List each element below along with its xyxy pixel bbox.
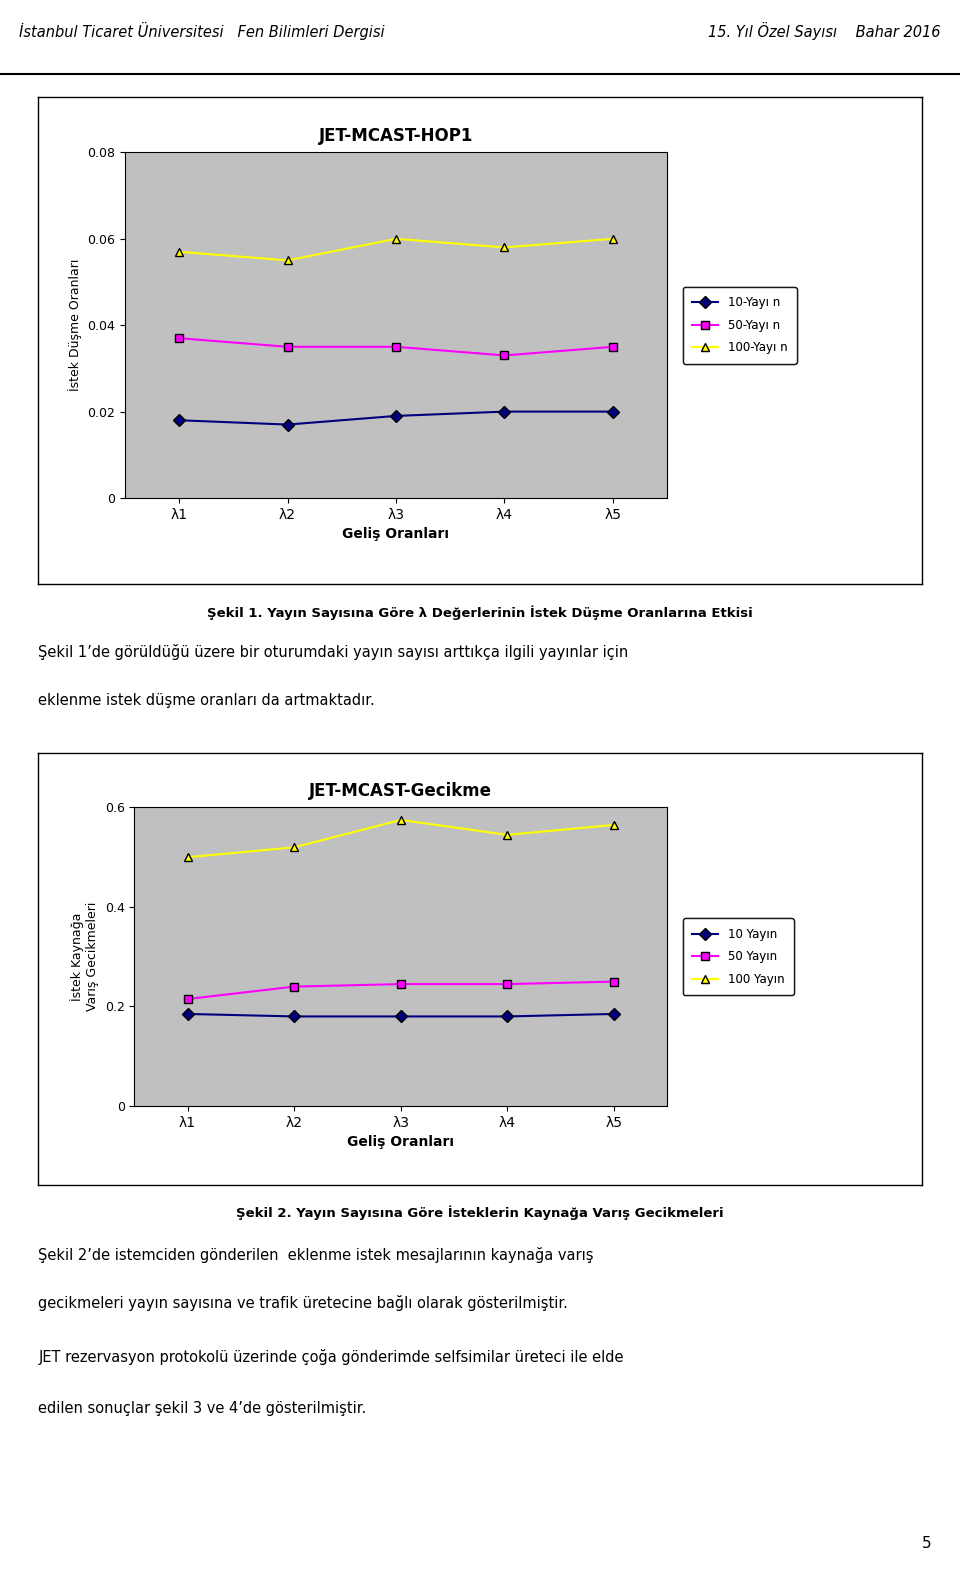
Text: İstanbul Ticaret Üniversitesi   Fen Bilimleri Dergisi: İstanbul Ticaret Üniversitesi Fen Biliml… bbox=[19, 22, 385, 41]
Text: 5: 5 bbox=[922, 1536, 931, 1551]
Text: JET rezervasyon protokolü üzerinde çoğa gönderimde selfsimilar üreteci ile elde: JET rezervasyon protokolü üzerinde çoğa … bbox=[38, 1349, 624, 1365]
Text: eklenme istek düşme oranları da artmaktadır.: eklenme istek düşme oranları da artmakta… bbox=[38, 693, 375, 709]
Text: gecikmeleri yayın sayısına ve trafik üretecine bağlı olarak gösterilmiştir.: gecikmeleri yayın sayısına ve trafik üre… bbox=[38, 1295, 568, 1310]
Legend: 10-Yayı n, 50-Yayı n, 100-Yayı n: 10-Yayı n, 50-Yayı n, 100-Yayı n bbox=[683, 287, 797, 363]
Title: JET-MCAST-HOP1: JET-MCAST-HOP1 bbox=[319, 127, 473, 145]
Text: edilen sonuçlar şekil 3 ve 4’de gösterilmiştir.: edilen sonuçlar şekil 3 ve 4’de gösteril… bbox=[38, 1401, 367, 1417]
Text: 15. Yıl Özel Sayısı    Bahar 2016: 15. Yıl Özel Sayısı Bahar 2016 bbox=[708, 22, 941, 41]
Y-axis label: İstek Kaynağa
Varış Gecikmeleri: İstek Kaynağa Varış Gecikmeleri bbox=[70, 902, 99, 1012]
Text: Şekil 1. Yayın Sayısına Göre λ Değerlerinin İstek Düşme Oranlarına Etkisi: Şekil 1. Yayın Sayısına Göre λ Değerleri… bbox=[207, 605, 753, 621]
X-axis label: Geliş Oranları: Geliş Oranları bbox=[343, 528, 449, 542]
Text: Şekil 2’de istemciden gönderilen  eklenme istek mesajlarının kaynağa varış: Şekil 2’de istemciden gönderilen eklenme… bbox=[38, 1247, 594, 1263]
Text: Şekil 1’de görüldüğü üzere bir oturumdaki yayın sayısı arttıkça ilgili yayınlar : Şekil 1’de görüldüğü üzere bir oturumdak… bbox=[38, 644, 629, 660]
Text: Şekil 2. Yayın Sayısına Göre İsteklerin Kaynağa Varış Gecikmeleri: Şekil 2. Yayın Sayısına Göre İsteklerin … bbox=[236, 1205, 724, 1221]
Title: JET-MCAST-Gecikme: JET-MCAST-Gecikme bbox=[309, 782, 492, 800]
Legend: 10 Yayın, 50 Yayın, 100 Yayın: 10 Yayın, 50 Yayın, 100 Yayın bbox=[683, 919, 794, 994]
X-axis label: Geliş Oranları: Geliş Oranları bbox=[348, 1136, 454, 1150]
Y-axis label: İstek Düşme Oranları: İstek Düşme Oranları bbox=[67, 259, 82, 391]
